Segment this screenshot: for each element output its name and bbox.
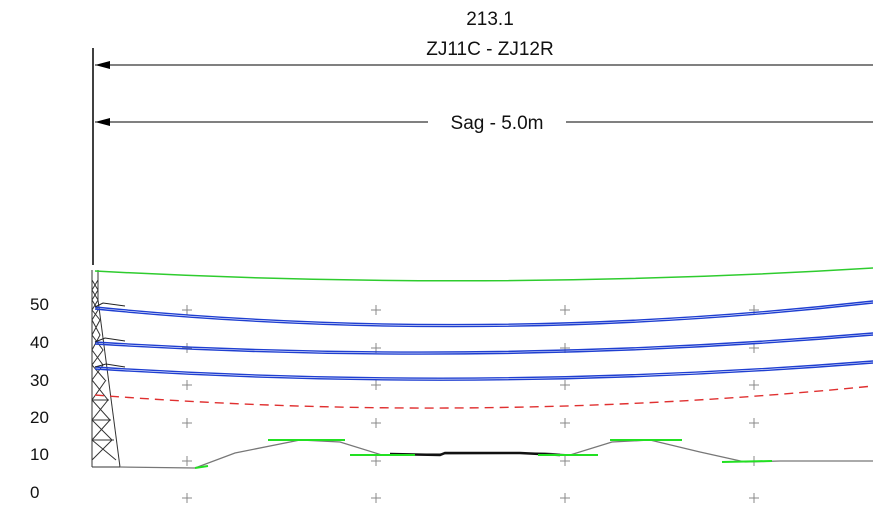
conductor-lines [94,300,873,381]
ground-detail [389,451,561,457]
span-dimension [92,48,873,265]
y-tick-label: 50 [30,295,49,314]
clearance-curve [94,267,873,282]
grid-markers [182,305,759,503]
span-name-label: ZJ11C - ZJ12R [426,39,553,60]
tower-structure [91,270,121,468]
conductor-attachments [94,302,126,368]
ground-markers [194,439,773,469]
sag-label: Sag - 5.0m [451,113,544,134]
y-tick-label: 0 [30,483,39,502]
y-tick-label: 30 [30,371,49,390]
safety-clearance-curve [94,385,873,409]
sag-dimension [95,118,873,126]
y-tick-label: 20 [30,408,49,427]
y-tick-label: 40 [30,333,49,352]
span-length-label: 213.1 [466,9,514,30]
y-axis: 0 10 20 30 40 50 [30,295,49,502]
y-tick-label: 10 [30,445,49,464]
